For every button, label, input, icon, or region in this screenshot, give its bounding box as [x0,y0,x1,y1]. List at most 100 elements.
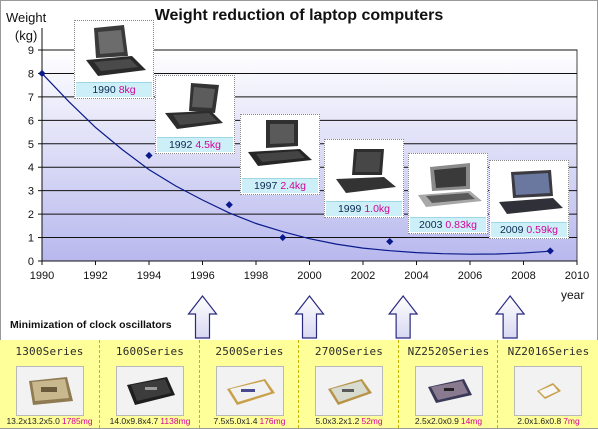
laptop-icon [165,83,223,129]
x-tick-label: 2000 [297,270,321,282]
laptop-card-1990: 1990 8kg [74,20,154,99]
laptop-card-1999: 1999 1.0kg [324,139,404,218]
oscillator-mass: 7mg [563,416,580,426]
laptop-weight: 0.83kg [445,219,477,231]
x-tick-label: 2002 [351,270,375,282]
x-tick-label: 1992 [83,270,107,282]
oscillator-mass: 52mg [361,416,383,426]
y-tick-label: 8 [28,68,34,80]
oscillator-spec: 2.5x2.0x0.9 14mg [399,416,498,426]
up-arrow-icon [294,295,325,339]
laptop-year: 1990 [92,84,116,96]
x-tick-label: 2004 [404,270,428,282]
data-points [38,69,554,255]
laptop-weight: 2.4kg [280,180,307,192]
data-point [38,69,46,78]
oscillator-2700-series: 2700Series 5.0x3.2x1.2 52mg [298,340,399,428]
laptop-caption: 1999 1.0kg [326,201,402,216]
x-tick-label: 1994 [137,270,161,282]
oscillator-spec: 7.5x5.0x1.4 176mg [200,416,299,426]
oscillator-dimensions: 14.0x9.8x4.7 [109,416,159,426]
up-arrow-icon [494,295,526,339]
laptop-card-1997: 1997 2.4kg [240,114,320,195]
y-axis-label-line: (kg) [14,28,38,43]
oscillator-dimensions: 2.5x2.0x0.9 [414,416,459,426]
laptop-card-2009: 2009 0.59kg [489,160,569,239]
up-arrows [187,295,526,339]
laptop-year: 2003 [419,219,443,231]
oscillator-smd-icon [216,366,284,416]
oscillator-metal-can-icon [16,366,84,416]
y-tick-label: 4 [28,162,34,174]
up-arrow-icon [187,295,218,339]
oscillator-dimensions: 7.5x5.0x1.4 [213,416,258,426]
oscillator-mass: 1138mg [160,416,191,426]
oscillator-smd-icon [415,366,483,416]
laptop-weight: 8kg [118,84,136,96]
up-arrow-icon [387,295,419,339]
data-point [546,247,554,255]
laptop-icon [499,170,563,214]
oscillator-mass: 14mg [460,416,483,426]
oscillator-spec: 13.2x13.2x5.0 1785mg [0,416,99,426]
oscillator-name: 1600Series [115,345,185,358]
data-point [145,151,153,160]
laptop-caption: 1997 2.4kg [242,178,318,193]
y-tick-label: 0 [28,256,34,268]
laptop-year: 2009 [500,224,524,236]
laptop-caption: 2009 0.59kg [491,222,567,237]
laptop-weight: 0.59kg [526,224,558,236]
oscillator-dimensions: 13.2x13.2x5.0 [6,416,60,426]
x-tick-label: 1996 [190,270,214,282]
oscillator-mass: 176mg [259,416,286,426]
x-tick-label: 1998 [244,270,268,282]
chart-title: Weight reduction of laptop computers [154,7,444,24]
laptop-year: 1999 [337,203,362,215]
laptop-caption: 1992 4.5kg [157,137,233,152]
y-tick-label: 1 [28,233,34,245]
oscillator-1300-series: 1300Series 13.2x13.2x5.0 1785mg [0,340,99,428]
data-point [279,233,287,242]
oscillator-name: NZ2520Series [407,345,490,358]
laptop-card-2003: 2003 0.83kg [408,153,488,234]
laptop-icon [248,120,312,166]
trend-curve [41,72,551,255]
laptop-caption: 2003 0.83kg [410,217,486,232]
oscillator-name: 2700Series [314,345,384,358]
laptop-icon [86,25,146,76]
oscillator-nz2520-series: NZ2520Series 2.5x2.0x0.9 14mg [398,340,498,428]
oscillator-smd-icon [514,366,582,416]
laptop-icon [418,163,482,207]
data-point [225,201,233,209]
x-tick-label: 2010 [565,270,589,282]
laptop-weight: 4.5kg [195,139,222,151]
x-tick-labels: 1990 1992 1994 1996 1998 2000 2002 2004 2006 2008… [30,261,589,282]
oscillator-smd-icon [315,366,383,416]
oscillator-spec: 2.0x1.6x0.8 7mg [498,416,598,426]
oscillator-name: NZ2016Series [507,345,590,358]
laptop-card-1992: 1992 4.5kg [155,75,235,154]
oscillator-spec: 14.0x9.8x4.7 1138mg [100,416,200,426]
oscillator-dimensions: 5.0x3.2x1.2 [315,416,360,426]
oscillator-mass: 1785mg [61,416,93,426]
x-tick-label: 2006 [458,270,482,282]
laptop-year: 1997 [253,180,278,192]
oscillator-caption: Minimization of clock oscillators [10,319,172,331]
oscillator-name: 2500Series [215,345,284,358]
y-axis-label: Weight (kg) [6,9,46,45]
oscillator-nz2016-series: NZ2016Series 2.0x1.6x0.8 7mg [497,340,598,428]
oscillator-1600-series: 1600Series 14.0x9.8x4.7 1138mg [99,340,200,428]
y-tick-labels: 0 1 2 3 4 5 6 7 8 9 [28,45,42,268]
y-tick-label: 6 [28,115,34,127]
data-point [386,237,394,246]
laptop-icon [336,149,396,193]
y-tick-label: 2 [28,209,34,221]
oscillator-name: 1300Series [15,345,84,358]
oscillator-spec: 5.0x3.2x1.2 52mg [299,416,399,426]
laptop-weight: 1.0kg [364,203,391,215]
y-tick-label: 5 [28,139,34,151]
oscillator-black-package-icon [116,366,184,416]
y-tick-label: 9 [28,45,34,57]
y-tick-label: 3 [28,186,34,198]
x-tick-label: 2008 [511,270,535,282]
